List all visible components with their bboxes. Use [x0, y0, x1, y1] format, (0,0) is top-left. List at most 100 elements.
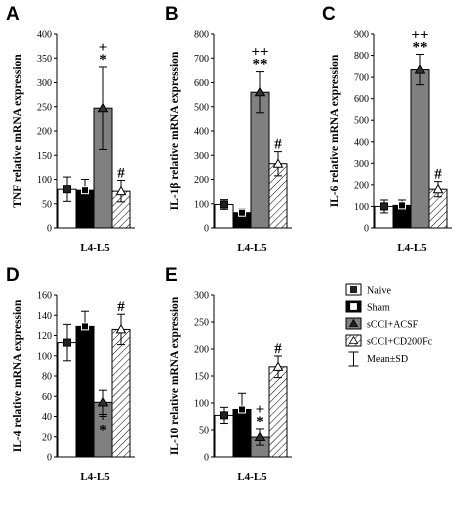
y-tick-label: 200 — [354, 180, 369, 191]
legend-item: sCCI+CD200Fc — [345, 334, 433, 348]
x-axis-label: L4-L5 — [237, 471, 267, 483]
significance-mark: # — [274, 137, 282, 153]
panel-letter: D — [6, 265, 20, 286]
y-tick-label: 250 — [194, 318, 209, 329]
mean-marker — [115, 185, 127, 196]
legend-label: sCCI+ACSF — [367, 320, 419, 331]
y-tick-label: 150 — [194, 372, 209, 383]
y-axis-label: IL-4 relative mRNA expression — [12, 299, 24, 452]
y-tick-label: 40 — [42, 412, 52, 423]
mean-marker — [272, 158, 284, 168]
mean-marker — [380, 202, 388, 211]
legend-marker — [350, 303, 357, 310]
mean-marker — [238, 208, 246, 217]
y-tick-label: 300 — [194, 291, 209, 302]
legend-item: Sham — [345, 300, 390, 314]
panel-letter: A — [6, 4, 20, 25]
y-tick-label: 100 — [354, 202, 369, 213]
legend-label: Mean±SD — [367, 354, 408, 365]
significance-mark: + — [256, 402, 265, 418]
y-tick-label: 50 — [42, 199, 52, 210]
significance-mark: # — [274, 341, 282, 357]
mean-marker — [81, 186, 89, 195]
mean-marker — [97, 102, 109, 113]
y-tick-label: 0 — [204, 224, 209, 235]
significance-mark: # — [117, 165, 125, 181]
y-tick-label: 80 — [42, 372, 52, 383]
y-tick-label: 100 — [37, 351, 52, 362]
panel-letter: B — [165, 4, 179, 25]
mean-marker — [272, 361, 284, 371]
y-tick-label: 100 — [194, 399, 209, 410]
y-tick-label: 400 — [194, 127, 209, 138]
mean-marker — [115, 323, 127, 334]
mean-marker — [81, 322, 89, 331]
y-tick-label: 300 — [37, 78, 52, 89]
x-axis-label: L4-L5 — [237, 242, 267, 254]
y-tick-label: 50 — [199, 426, 209, 437]
y-tick-label: 160 — [37, 291, 52, 302]
mean-marker — [432, 183, 444, 194]
y-tick-label: 800 — [354, 51, 369, 62]
y-tick-label: 100 — [37, 175, 52, 186]
legend-label: Naive — [367, 286, 391, 297]
y-tick-label: 200 — [37, 127, 52, 138]
significance-mark: + — [99, 40, 108, 56]
y-tick-label: 250 — [37, 102, 52, 113]
bar-sCCI+CD200Fc — [268, 366, 288, 458]
mean-marker — [97, 396, 109, 407]
legend-item: Naive — [345, 283, 391, 297]
y-tick-label: 150 — [37, 151, 52, 162]
x-axis-label: L4-L5 — [397, 242, 427, 254]
significance-mark: ++ — [251, 45, 268, 61]
significance-mark: # — [434, 167, 442, 183]
y-tick-label: 0 — [364, 224, 369, 235]
y-tick-label: 120 — [37, 331, 52, 342]
mean-marker — [414, 64, 426, 74]
y-tick-label: 200 — [194, 345, 209, 356]
significance-mark: # — [117, 299, 125, 315]
y-tick-label: 500 — [354, 116, 369, 127]
bar-sCCI+CD200Fc — [111, 328, 131, 458]
panel-letter: E — [165, 265, 178, 286]
chart-panel-B: B 0 100 200 300 400 500 600 700 800 IL-1β relative… — [165, 4, 292, 254]
y-tick-label: 600 — [354, 94, 369, 105]
mean-marker — [220, 200, 228, 209]
mean-marker — [238, 405, 246, 414]
chart-panel-A: A 0 50 100 150 200 250 300 350 400 TNF relative mR… — [6, 4, 135, 254]
y-tick-label: 0 — [204, 453, 209, 464]
mean-marker — [220, 411, 228, 420]
y-tick-label: 20 — [42, 432, 52, 443]
mean-marker — [63, 338, 71, 347]
chart-panel-D: D 0 20 40 60 80 100 120 140 160 IL-4 relative mRNA… — [6, 265, 135, 483]
significance-mark: * — [256, 414, 264, 430]
bar-Sham — [75, 325, 95, 458]
significance-mark: ++ — [411, 27, 428, 43]
y-tick-label: 400 — [354, 137, 369, 148]
legend-item-error: Mean±SD — [348, 351, 408, 367]
mean-marker — [254, 86, 266, 97]
y-tick-label: 700 — [354, 73, 369, 84]
mean-marker — [254, 431, 266, 442]
y-tick-label: 300 — [194, 151, 209, 162]
mean-marker — [63, 185, 71, 194]
y-tick-label: 140 — [37, 311, 52, 322]
chart-panel-C: C 0 100 200 300 400 500 600 700 800 900 IL-6 relati… — [322, 4, 452, 254]
chart-panel-E: E 0 50 100 150 200 250 300 IL-10 relative mRNA e… — [165, 265, 292, 483]
y-axis-label: IL-1β relative mRNA expression — [169, 51, 181, 210]
significance-mark: + — [99, 409, 108, 425]
legend-marker — [350, 286, 357, 293]
legend-marker — [348, 318, 359, 327]
y-tick-label: 350 — [37, 54, 52, 65]
y-tick-label: 0 — [47, 224, 52, 235]
significance-mark: ** — [253, 57, 268, 73]
significance-mark: * — [99, 422, 107, 438]
y-tick-label: 300 — [354, 159, 369, 170]
legend-item: sCCI+ACSF — [345, 317, 419, 331]
y-tick-label: 100 — [194, 199, 209, 210]
legend: Naive Sham sCCI+ACSF sCCI+CD200Fc Mean±SD — [345, 283, 433, 367]
y-tick-label: 60 — [42, 392, 52, 403]
y-tick-label: 900 — [354, 30, 369, 41]
legend-label: Sham — [367, 303, 390, 314]
